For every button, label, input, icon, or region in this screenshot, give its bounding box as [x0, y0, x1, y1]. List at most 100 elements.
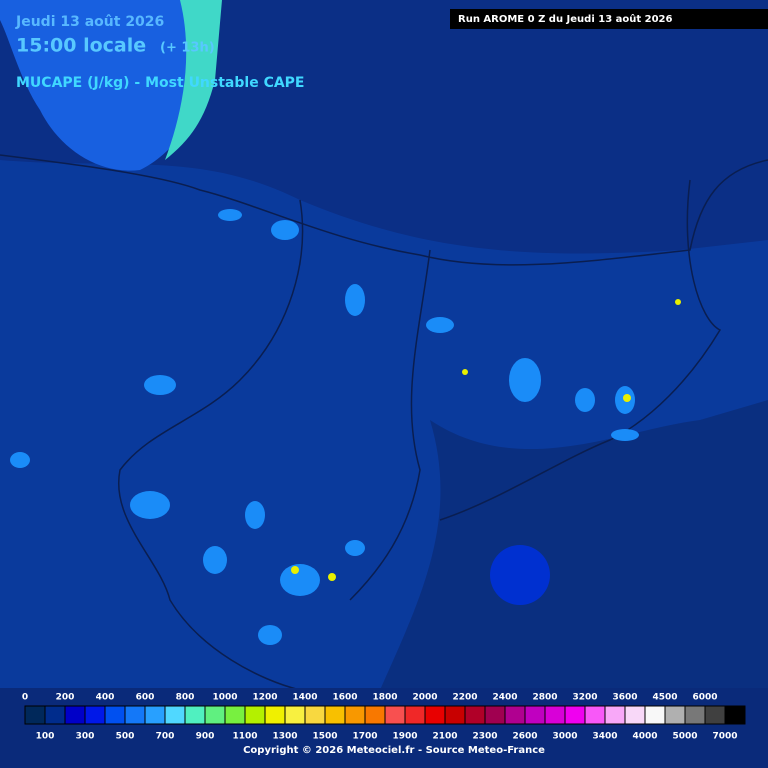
- cell: [144, 375, 176, 395]
- cell: [258, 625, 282, 645]
- legend-lower-label: 4000: [632, 732, 657, 742]
- legend-lower-label: 3400: [592, 732, 617, 742]
- cell: [611, 429, 639, 441]
- legend-swatch: [704, 705, 726, 725]
- legend-upper-label: 0: [22, 693, 28, 703]
- cell: [271, 220, 299, 240]
- legend-lower-label: 1500: [312, 732, 337, 742]
- legend-upper-label: 1200: [252, 693, 277, 703]
- legend-swatch: [204, 705, 226, 725]
- legend-swatch: [164, 705, 186, 725]
- offset: (+ 13h): [160, 41, 215, 56]
- cool-region: [165, 0, 222, 160]
- legend-upper-label: 6000: [692, 693, 717, 703]
- legend-swatch: [84, 705, 106, 725]
- legend-swatch: [44, 705, 66, 725]
- legend-upper-label: 400: [96, 693, 115, 703]
- legend-upper-label: 4500: [652, 693, 677, 703]
- cell: [345, 284, 365, 316]
- parameter: MUCAPE (J/kg) - Most Unstable CAPE: [16, 75, 305, 91]
- core: [623, 394, 631, 402]
- legend-lower-label: 300: [76, 732, 95, 742]
- legend-upper-label: 800: [176, 693, 195, 703]
- cell: [280, 564, 320, 596]
- cell: [203, 546, 227, 574]
- legend-swatch: [604, 705, 626, 725]
- legend-swatch: [184, 705, 206, 725]
- cell: [426, 317, 454, 333]
- legend-swatch: [544, 705, 566, 725]
- legend-swatch: [504, 705, 526, 725]
- legend-swatch: [724, 705, 746, 725]
- legend-swatch: [384, 705, 406, 725]
- legend-background: [0, 688, 768, 768]
- border-line: [439, 179, 722, 521]
- copyright: Copyright © 2026 Meteociel.fr - Source M…: [243, 745, 545, 756]
- border-line: [0, 154, 768, 266]
- core: [462, 369, 468, 375]
- legend-swatch: [224, 705, 246, 725]
- border-line: [117, 199, 304, 691]
- legend-swatch: [584, 705, 606, 725]
- legend-swatch: [524, 705, 546, 725]
- legend-lower-label: 500: [116, 732, 135, 742]
- cell: [345, 540, 365, 556]
- legend-swatch: [484, 705, 506, 725]
- legend-swatch: [144, 705, 166, 725]
- legend-swatch: [364, 705, 386, 725]
- cell: [490, 545, 550, 605]
- legend: 0 200 400 600 800 1000 1200 1400 1600 1800 2000 220…: [22, 693, 746, 742]
- core: [675, 299, 681, 305]
- legend-lower-label: 1700: [352, 732, 377, 742]
- legend-lower-label: 900: [196, 732, 215, 742]
- legend-upper-label: 600: [136, 693, 155, 703]
- legend-swatch: [284, 705, 306, 725]
- legend-swatch: [324, 705, 346, 725]
- legend-lower-label: 2600: [512, 732, 537, 742]
- core: [328, 573, 336, 581]
- cell: [130, 491, 170, 519]
- legend-swatch: [344, 705, 366, 725]
- legend-lower-label: 3000: [552, 732, 577, 742]
- legend-swatch: [264, 705, 286, 725]
- legend-upper-label: 2800: [532, 693, 557, 703]
- legend-swatch: [104, 705, 126, 725]
- legend-upper-label: 1000: [212, 693, 237, 703]
- legend-swatch: [404, 705, 426, 725]
- legend-swatch: [424, 705, 446, 725]
- legend-upper-label: 2000: [412, 693, 437, 703]
- cell: [575, 388, 595, 412]
- legend-swatch: [624, 705, 646, 725]
- legend-swatch: [684, 705, 706, 725]
- legend-upper-label: 1400: [292, 693, 317, 703]
- legend-lower-label: 5000: [672, 732, 697, 742]
- legend-swatch: [664, 705, 686, 725]
- legend-upper-label: 200: [56, 693, 75, 703]
- legend-lower-label: 1300: [272, 732, 297, 742]
- legend-upper-label: 1600: [332, 693, 357, 703]
- legend-upper-label: 3200: [572, 693, 597, 703]
- legend-swatch: [564, 705, 586, 725]
- cell: [218, 209, 242, 221]
- legend-upper-label: 3600: [612, 693, 637, 703]
- cape-cores: [291, 299, 681, 581]
- legend-lower-label: 1100: [232, 732, 257, 742]
- legend-lower-label: 1900: [392, 732, 417, 742]
- legend-lower-label: 100: [36, 732, 55, 742]
- cool-region: [0, 0, 220, 171]
- legend-lower-label: 2100: [432, 732, 457, 742]
- legend-upper-label: 1800: [372, 693, 397, 703]
- core: [291, 566, 299, 574]
- border-line: [349, 249, 431, 601]
- legend-lower-label: 700: [156, 732, 175, 742]
- legend-swatch: [24, 705, 46, 725]
- sea-region: [380, 400, 768, 690]
- legend-lower-label: 7000: [712, 732, 737, 742]
- legend-lower-label: 2300: [472, 732, 497, 742]
- legend-swatch: [304, 705, 326, 725]
- legend-upper-label: 2200: [452, 693, 477, 703]
- legend-swatch: [444, 705, 466, 725]
- time: 15:00 locale: [16, 35, 146, 57]
- cell: [509, 358, 541, 402]
